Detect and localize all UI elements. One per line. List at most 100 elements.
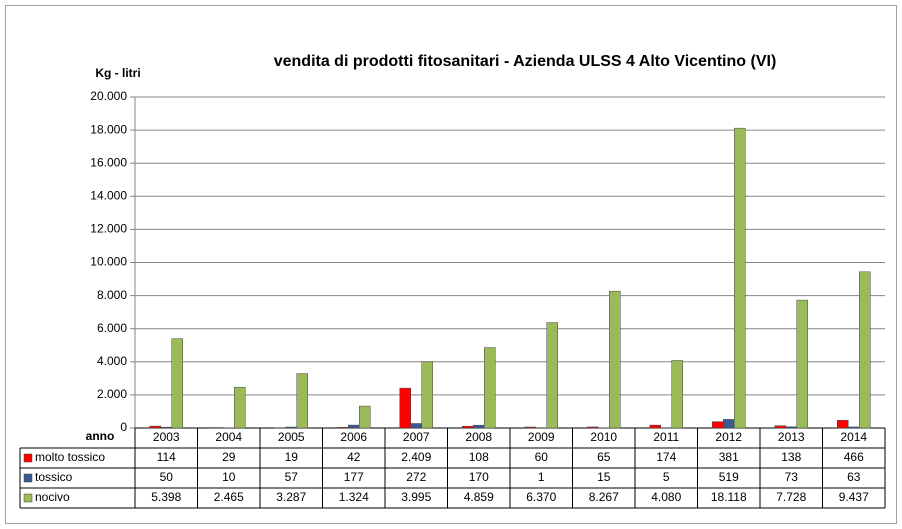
data-label: 73 bbox=[785, 470, 799, 484]
data-label: 18.118 bbox=[711, 490, 747, 504]
x-tick-label: 2005 bbox=[278, 430, 305, 444]
data-label: 381 bbox=[719, 450, 739, 464]
data-label: 6.370 bbox=[526, 490, 556, 504]
data-label: 4.080 bbox=[651, 490, 681, 504]
data-label: 29 bbox=[222, 450, 236, 464]
data-label: 519 bbox=[719, 470, 739, 484]
bar bbox=[774, 425, 786, 429]
bar bbox=[171, 338, 183, 429]
bar bbox=[234, 386, 246, 429]
data-label: 2.465 bbox=[214, 490, 244, 504]
y-tick-label: 8.000 bbox=[97, 288, 127, 302]
x-axis-label: anno bbox=[86, 429, 115, 443]
data-label: 1.324 bbox=[339, 490, 369, 504]
data-label: 65 bbox=[597, 450, 611, 464]
y-tick-label: 0 bbox=[120, 420, 127, 434]
y-tick-label: 14.000 bbox=[90, 188, 127, 202]
y-tick-label: 16.000 bbox=[90, 155, 127, 169]
bar bbox=[410, 423, 422, 429]
data-label: 50 bbox=[160, 470, 174, 484]
y-tick-label: 20.000 bbox=[90, 89, 127, 103]
y-axis-label: Kg - litri bbox=[95, 66, 140, 80]
data-label: 19 bbox=[285, 450, 299, 464]
x-tick-label: 2008 bbox=[465, 430, 492, 444]
x-tick-label: 2006 bbox=[340, 430, 367, 444]
legend-label: tossico bbox=[35, 470, 73, 484]
bar bbox=[473, 424, 485, 429]
bar bbox=[484, 347, 496, 429]
bar bbox=[296, 373, 308, 429]
data-label: 466 bbox=[844, 450, 864, 464]
data-label: 1 bbox=[538, 470, 545, 484]
chart-title: vendita di prodotti fitosanitari - Azien… bbox=[274, 53, 777, 70]
data-label: 114 bbox=[157, 450, 176, 464]
legend-label: molto tossico bbox=[35, 450, 105, 464]
bar bbox=[399, 387, 411, 429]
data-label: 177 bbox=[344, 470, 364, 484]
bar bbox=[859, 271, 871, 429]
bar bbox=[348, 424, 360, 429]
data-label: 170 bbox=[469, 470, 489, 484]
data-label: 63 bbox=[847, 470, 861, 484]
data-label: 5.398 bbox=[151, 490, 181, 504]
data-label: 15 bbox=[597, 470, 611, 484]
bar bbox=[671, 360, 683, 429]
data-label: 4.859 bbox=[464, 490, 494, 504]
bar bbox=[160, 426, 172, 429]
bar bbox=[734, 127, 746, 429]
bar bbox=[285, 426, 297, 429]
bar bbox=[337, 427, 349, 429]
legend-swatch bbox=[23, 453, 33, 463]
data-label: 5 bbox=[663, 470, 670, 484]
y-tick-label: 4.000 bbox=[97, 354, 127, 368]
bar bbox=[421, 361, 433, 429]
y-tick-label: 18.000 bbox=[90, 122, 127, 136]
x-tick-label: 2004 bbox=[215, 430, 242, 444]
x-tick-label: 2009 bbox=[528, 430, 555, 444]
legend-label: nocivo bbox=[35, 490, 70, 504]
data-label: 42 bbox=[347, 450, 361, 464]
x-tick-label: 2013 bbox=[778, 430, 805, 444]
chart-border bbox=[5, 5, 897, 524]
legend-swatch bbox=[23, 473, 33, 483]
data-label: 7.728 bbox=[776, 490, 806, 504]
bar bbox=[848, 426, 860, 429]
legend-swatch bbox=[23, 493, 33, 503]
data-label: 138 bbox=[781, 450, 801, 464]
data-label: 3.287 bbox=[276, 490, 306, 504]
data-label: 8.267 bbox=[589, 490, 619, 504]
y-tick-label: 2.000 bbox=[97, 387, 127, 401]
bar bbox=[785, 426, 797, 429]
bar bbox=[837, 420, 849, 429]
bar bbox=[609, 290, 621, 429]
bar bbox=[649, 424, 661, 429]
y-tick-label: 12.000 bbox=[90, 222, 127, 236]
bar bbox=[712, 421, 724, 429]
x-tick-label: 2010 bbox=[590, 430, 617, 444]
data-label: 57 bbox=[285, 470, 299, 484]
bar bbox=[546, 322, 558, 429]
bar bbox=[723, 419, 735, 429]
data-label: 3.995 bbox=[401, 490, 431, 504]
bar bbox=[524, 426, 536, 429]
y-tick-label: 10.000 bbox=[90, 255, 127, 269]
data-label: 10 bbox=[222, 470, 236, 484]
data-label: 9.437 bbox=[839, 490, 869, 504]
data-label: 60 bbox=[535, 450, 549, 464]
bar bbox=[149, 425, 161, 429]
data-label: 272 bbox=[406, 470, 426, 484]
x-tick-label: 2014 bbox=[840, 430, 867, 444]
bar bbox=[587, 426, 599, 429]
data-label: 174 bbox=[656, 450, 676, 464]
data-label: 108 bbox=[469, 450, 489, 464]
y-tick-label: 6.000 bbox=[97, 321, 127, 335]
x-tick-label: 2007 bbox=[403, 430, 430, 444]
x-tick-label: 2012 bbox=[715, 430, 742, 444]
x-tick-label: 2011 bbox=[653, 430, 679, 444]
data-label: 2.409 bbox=[401, 450, 431, 464]
bar bbox=[462, 425, 474, 429]
x-tick-label: 2003 bbox=[153, 430, 180, 444]
bar bbox=[796, 299, 808, 429]
bar bbox=[359, 405, 371, 429]
